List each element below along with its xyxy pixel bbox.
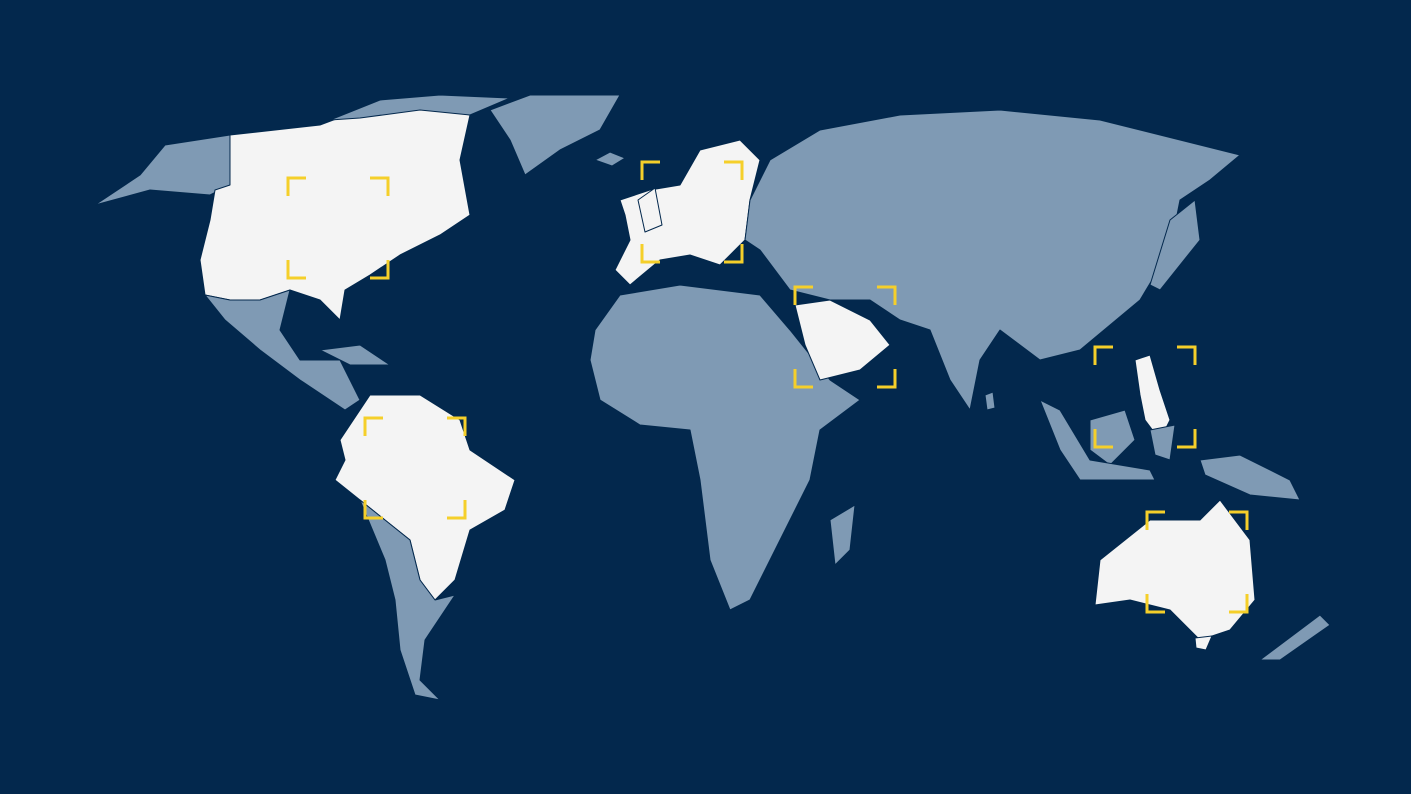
tasmania[interactable] — [1194, 635, 1213, 651]
focus-bracket-corner-south-america-north — [724, 244, 744, 264]
madagascar[interactable] — [829, 504, 856, 566]
focus-bracket-corner-europe — [793, 285, 813, 305]
focus-bracket-corner-australia — [1229, 510, 1249, 530]
focus-bracket-corner-philippines — [447, 416, 467, 436]
focus-bracket-corner-australia — [1145, 594, 1165, 614]
focus-bracket-corner-south-america-north — [724, 160, 744, 180]
new-zealand[interactable] — [1259, 614, 1331, 661]
focus-bracket-corner-north-america — [286, 176, 306, 196]
focus-bracket-corner-australia — [1229, 594, 1249, 614]
focus-bracket-corner-south-america-north — [640, 244, 660, 264]
focus-bracket-corner-europe — [793, 369, 813, 389]
focus-bracket-corner-australia — [1145, 510, 1165, 530]
south-america-south[interactable] — [359, 499, 456, 701]
caribbean[interactable] — [319, 344, 391, 366]
focus-bracket-corner-philippines — [363, 500, 383, 520]
focus-brackets — [286, 160, 1249, 614]
africa[interactable] — [589, 284, 861, 611]
region-australia[interactable] — [1094, 499, 1256, 641]
focus-bracket-corner-arabian-peninsula — [1093, 345, 1113, 365]
uk[interactable] — [637, 187, 663, 233]
focus-bracket-corner-north-america — [286, 260, 306, 280]
sulawesi[interactable] — [1149, 424, 1176, 461]
focus-bracket-corner-arabian-peninsula — [1177, 429, 1197, 449]
sumatra-java[interactable] — [1039, 399, 1156, 481]
focus-bracket-corner-south-america-north — [640, 160, 660, 180]
iceland[interactable] — [594, 151, 626, 167]
focus-bracket-corner-philippines — [363, 416, 383, 436]
region-europe[interactable] — [614, 139, 761, 286]
borneo[interactable] — [1089, 409, 1136, 466]
region-arabian-peninsula[interactable] — [794, 299, 891, 381]
focus-bracket-corner-north-america — [370, 260, 390, 280]
focus-bracket-corner-europe — [877, 285, 897, 305]
region-south-america-north[interactable] — [334, 394, 516, 601]
arctic-islands[interactable] — [329, 94, 511, 121]
new-guinea[interactable] — [1199, 454, 1301, 501]
focus-bracket-corner-arabian-peninsula — [1093, 429, 1113, 449]
focus-bracket-corner-north-america — [370, 176, 390, 196]
greenland[interactable] — [489, 94, 621, 176]
sri-lanka[interactable] — [984, 391, 996, 411]
focus-bracket-corner-philippines — [447, 500, 467, 520]
focus-bracket-corner-europe — [877, 369, 897, 389]
japan[interactable] — [1149, 199, 1201, 291]
focus-bracket-corner-arabian-peninsula — [1177, 345, 1197, 365]
